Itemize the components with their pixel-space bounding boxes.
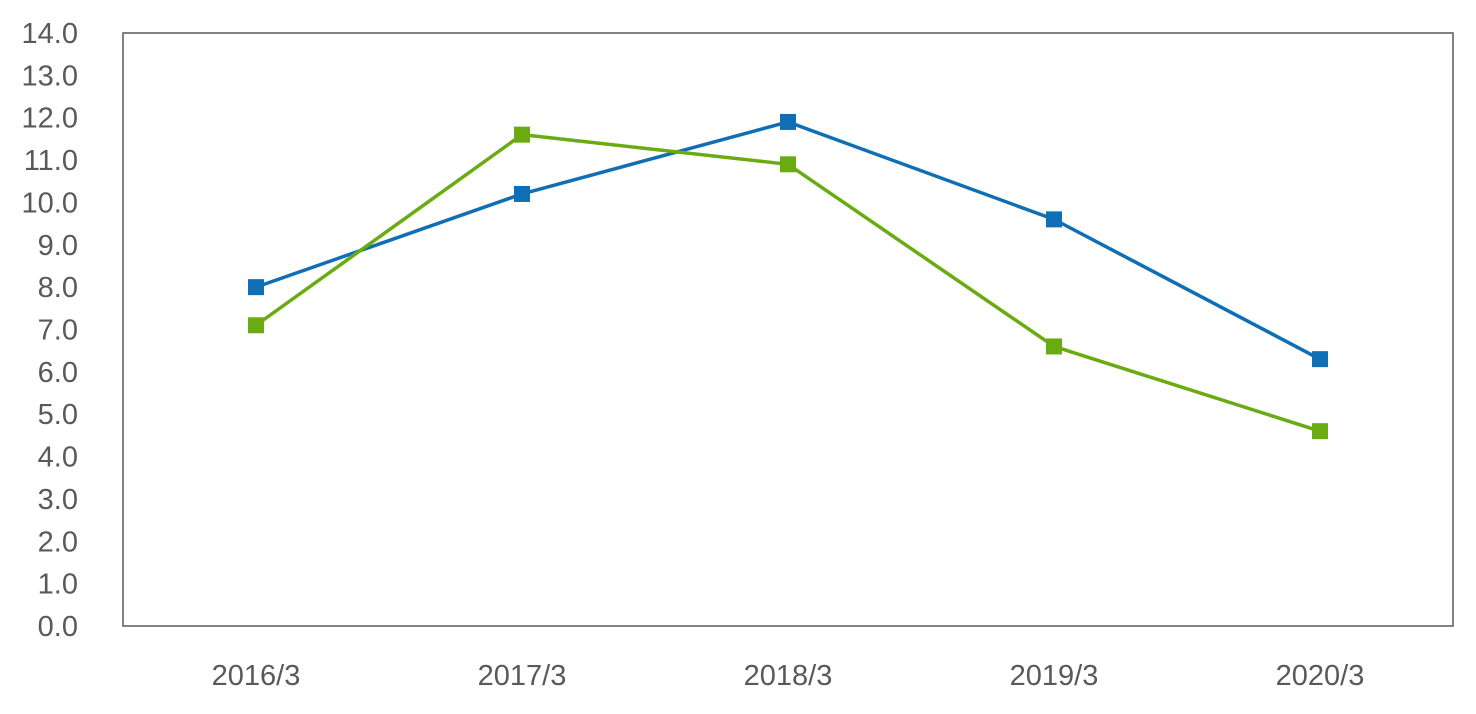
data-point-marker xyxy=(514,185,530,202)
y-tick-label: 6.0 xyxy=(38,357,78,389)
y-tick-label: 9.0 xyxy=(38,230,78,262)
data-point-marker xyxy=(248,279,264,296)
x-tick-label: 2020/3 xyxy=(1276,660,1365,692)
series-2 xyxy=(248,126,1328,440)
y-tick-label: 11.0 xyxy=(24,145,78,177)
series-1 xyxy=(248,113,1328,368)
y-tick-label: 12.0 xyxy=(22,103,78,135)
data-point-marker xyxy=(1046,211,1062,228)
x-tick-label: 2019/3 xyxy=(1010,660,1099,692)
y-tick-label: 4.0 xyxy=(38,442,78,474)
data-point-marker xyxy=(1046,338,1062,355)
series-line xyxy=(254,132,1321,433)
y-tick-label: 8.0 xyxy=(38,272,78,304)
y-tick-label: 10.0 xyxy=(22,187,78,219)
y-tick-label: 1.0 xyxy=(38,569,78,601)
plot-area-frame xyxy=(122,32,1454,627)
y-tick-label: 5.0 xyxy=(38,399,78,431)
data-point-marker xyxy=(780,113,796,130)
x-tick-label: 2017/3 xyxy=(478,660,567,692)
x-tick-label: 2018/3 xyxy=(744,660,833,692)
data-point-marker xyxy=(780,156,796,173)
x-axis-ticks: 2016/3 2017/3 2018/3 2019/3 2020/3 xyxy=(212,660,1365,692)
data-point-marker xyxy=(514,126,530,143)
x-tick-label: 2016/3 xyxy=(212,660,301,692)
y-tick-label: 3.0 xyxy=(38,484,78,516)
y-tick-label: 13.0 xyxy=(22,60,78,92)
y-tick-label: 7.0 xyxy=(38,315,78,347)
y-axis-ticks: 0.0 1.0 2.0 3.0 4.0 5.0 6.0 7.0 8.0 9.0 10.0 11.0 12… xyxy=(22,18,78,643)
data-point-marker xyxy=(248,317,264,334)
data-point-marker xyxy=(1312,351,1328,368)
y-tick-label: 14.0 xyxy=(22,18,78,50)
data-point-marker xyxy=(1312,423,1328,440)
series-layer xyxy=(248,113,1328,440)
y-tick-label: 0.0 xyxy=(38,611,78,643)
y-tick-label: 2.0 xyxy=(38,526,78,558)
